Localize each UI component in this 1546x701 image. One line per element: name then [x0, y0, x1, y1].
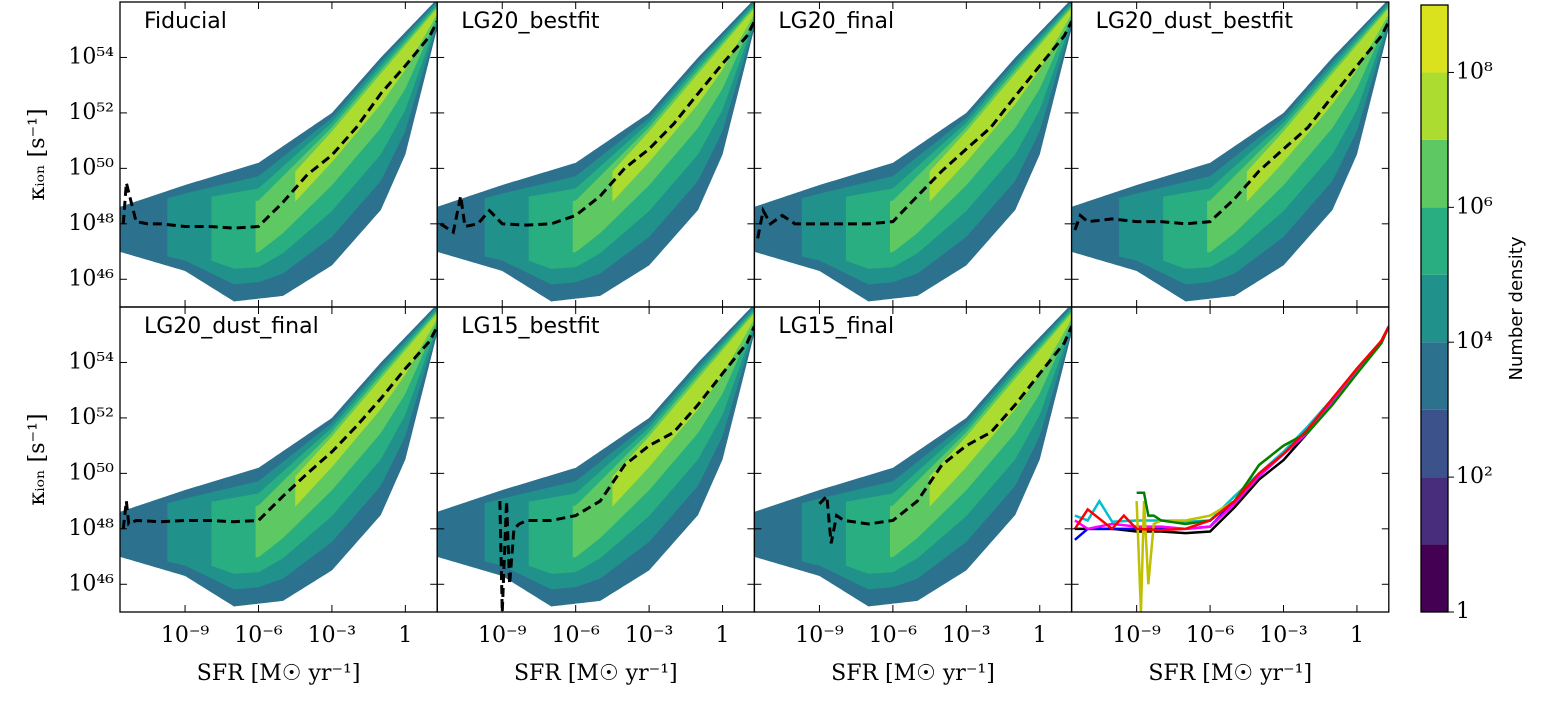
y-axis-label: κᵢₒₙ [s⁻¹] [25, 413, 50, 505]
x-tick-label: 10⁻⁶ [551, 623, 600, 648]
median-line [1074, 325, 1389, 524]
panel [754, 307, 1072, 607]
colorbar-band [1421, 72, 1448, 140]
median-line [1074, 325, 1389, 531]
colorbar-tick-label: 10⁶ [1456, 194, 1493, 219]
x-tick-label: 10⁻⁶ [869, 623, 918, 648]
panel-title: LG20_dust_bestfit [1096, 9, 1294, 34]
panel [437, 2, 755, 302]
median-line [1073, 20, 1389, 231]
colorbar-label: Number density [1506, 236, 1527, 380]
y-tick-label: 10⁵² [68, 405, 114, 430]
median-line [498, 325, 755, 612]
x-tick-label: 1 [1033, 623, 1047, 648]
x-tick-label: 10⁻³ [1259, 623, 1307, 648]
panel-title: LG20_dust_final [144, 314, 319, 339]
x-tick-label: 1 [1350, 623, 1364, 648]
colorbar-band [1421, 207, 1448, 275]
x-tick-label: 10⁻⁹ [478, 623, 527, 648]
colorbar-tick-label: 10⁴ [1456, 329, 1493, 354]
density-band [295, 313, 438, 507]
y-tick-label: 10⁵⁴ [68, 349, 114, 374]
panel [437, 307, 755, 612]
density-band [929, 8, 1072, 202]
density-band [1246, 8, 1389, 202]
panel [754, 2, 1072, 302]
panel-frame [1070, 306, 1390, 613]
colorbar-band [1421, 5, 1448, 73]
density-band [612, 313, 755, 507]
x-tick-label: 10⁻⁹ [161, 623, 210, 648]
median-line [756, 20, 1072, 239]
x-tick-label: 10⁻³ [942, 623, 990, 648]
x-axis-label: SFR [M☉ yr⁻¹] [1148, 661, 1312, 686]
panel [120, 307, 438, 607]
density-band [295, 8, 438, 202]
panel [1073, 325, 1389, 612]
colorbar-band [1421, 409, 1448, 478]
density-band [929, 313, 1072, 507]
x-axis-label: SFR [M☉ yr⁻¹] [197, 661, 361, 686]
x-axis-label: SFR [M☉ yr⁻¹] [514, 661, 678, 686]
y-tick-label: 10⁴⁶ [68, 571, 114, 596]
panel-title: LG15_bestfit [461, 314, 600, 339]
colorbar-band [1421, 544, 1448, 612]
y-tick-label: 10⁵⁰ [68, 155, 114, 180]
x-tick-label: 10⁻⁶ [234, 623, 283, 648]
panel [1071, 2, 1389, 302]
median-line [121, 20, 438, 230]
panel [120, 2, 438, 302]
colorbar-band [1421, 139, 1448, 208]
panel-title: LG20_final [778, 9, 894, 34]
y-tick-label: 10⁵⁰ [68, 460, 114, 485]
y-tick-label: 10⁴⁶ [68, 266, 114, 291]
density-band [612, 8, 755, 202]
x-tick-label: 1 [398, 623, 412, 648]
median-line [818, 325, 1072, 544]
median-line [121, 325, 438, 529]
colorbar-tick-label: 10⁸ [1456, 59, 1493, 84]
median-line [1073, 325, 1389, 532]
colorbar-tick-label: 10² [1456, 464, 1493, 489]
panel-title: Fiducial [144, 9, 227, 34]
colorbar-band [1421, 274, 1448, 343]
x-tick-label: 10⁻⁹ [795, 623, 844, 648]
y-tick-label: 10⁵⁴ [68, 44, 114, 69]
panel-title: LG15_final [778, 314, 894, 339]
x-tick-label: 10⁻⁹ [1112, 623, 1161, 648]
x-tick-label: 1 [716, 623, 730, 648]
y-tick-label: 10⁵² [68, 100, 114, 125]
y-tick-label: 10⁴⁸ [68, 516, 114, 541]
x-tick-label: 10⁻³ [625, 623, 673, 648]
x-tick-label: 10⁻⁶ [1186, 623, 1235, 648]
colorbar-tick-label: 1 [1456, 599, 1470, 624]
y-axis-label: κᵢₒₙ [s⁻¹] [25, 108, 50, 200]
median-line [1136, 325, 1389, 526]
y-tick-label: 10⁴⁸ [68, 211, 114, 236]
colorbar-band [1421, 342, 1448, 410]
x-axis-label: SFR [M☉ yr⁻¹] [831, 661, 995, 686]
x-tick-label: 10⁻³ [308, 623, 356, 648]
colorbar-band [1421, 477, 1448, 545]
median-line [439, 20, 755, 235]
colorbar-frame [1420, 4, 1449, 613]
panel-title: LG20_bestfit [461, 9, 600, 34]
